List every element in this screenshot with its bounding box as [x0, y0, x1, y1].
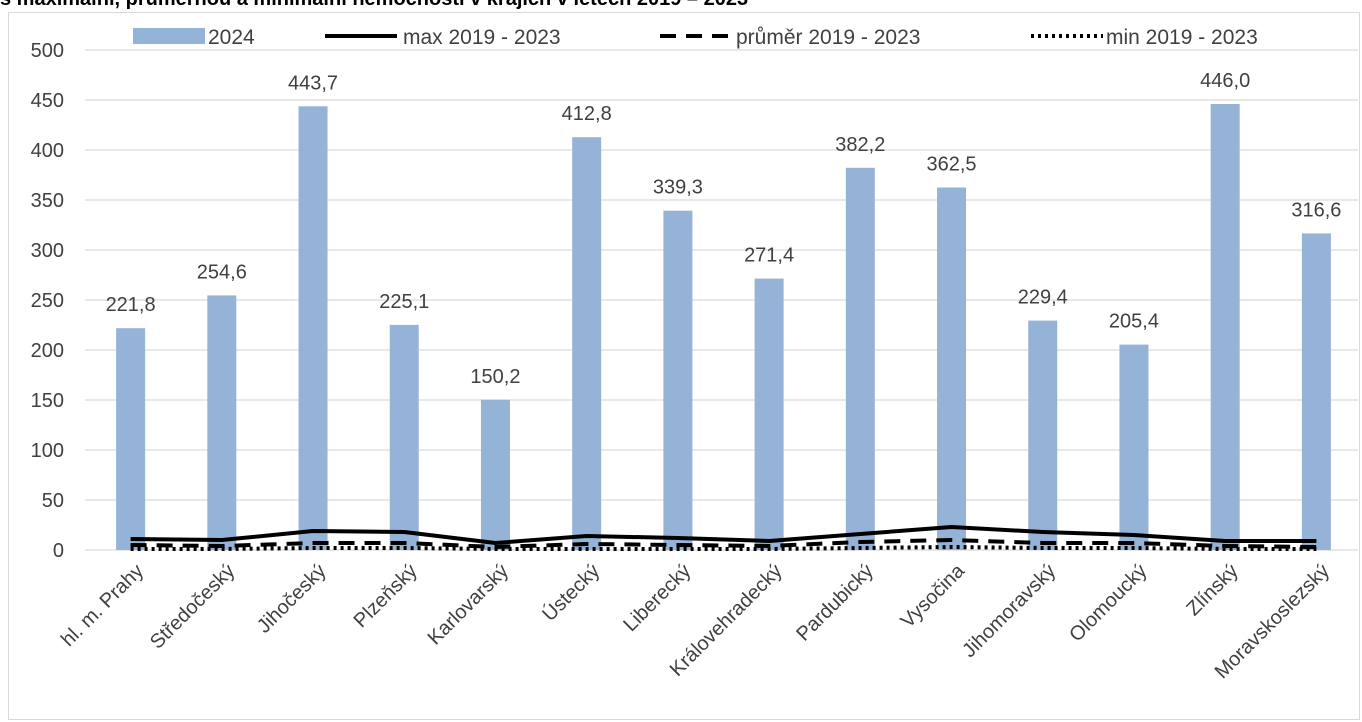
series-line-dotted: [130, 545, 1317, 551]
x-tick-label: Karlovarský: [424, 560, 513, 649]
bar-4: [389, 324, 419, 550]
x-tick-label: Pardubický: [792, 560, 878, 646]
bar-11: [1028, 320, 1058, 550]
series-line-dashed: [130, 538, 1317, 549]
data-label: 443,7: [288, 72, 338, 94]
x-tick-label: Jihomoravský: [958, 560, 1060, 662]
x-tick-label: Zlínský: [1182, 560, 1242, 620]
y-tick-label: 250: [31, 290, 64, 312]
y-tick-label: 150: [31, 390, 64, 412]
legend-label: min 2019 - 2023: [1106, 26, 1258, 49]
data-label: 205,4: [1109, 311, 1159, 333]
y-tick-label: 350: [31, 190, 64, 212]
y-tick-label: 200: [31, 340, 64, 362]
data-label: 339,3: [653, 177, 703, 199]
y-tick-label: 300: [31, 240, 64, 262]
y-tick-label: 500: [31, 40, 64, 62]
data-label: 271,4: [744, 245, 794, 267]
bar-9: [845, 167, 875, 551]
x-tick-label: Liberecký: [619, 560, 695, 636]
data-label: 316,6: [1291, 199, 1341, 221]
chart-title: s maximální, průměrnou a minimální nemoc…: [0, 0, 1362, 12]
data-label: 229,4: [1018, 287, 1068, 309]
x-tick-label: Plzeňský: [350, 560, 422, 632]
data-label: 221,8: [106, 294, 156, 316]
series-line-solid: [130, 525, 1317, 545]
legend-label: 2024: [208, 26, 255, 49]
y-tick-label: 450: [31, 90, 64, 112]
bar-5: [480, 399, 510, 550]
y-tick-label: 50: [42, 490, 64, 512]
x-tick-label: hl. m. Prahy: [57, 560, 148, 651]
legend-label: max 2019 - 2023: [403, 26, 561, 49]
data-label: 362,5: [927, 154, 977, 176]
bar-10: [937, 187, 967, 550]
x-tick-label: Vysočina: [897, 559, 970, 632]
bar-6: [572, 137, 602, 550]
y-tick-label: 0: [53, 540, 64, 562]
x-tick-label: Jihočeský: [253, 560, 331, 638]
bar-2: [207, 295, 237, 550]
bar-3: [298, 106, 328, 551]
data-label: 150,2: [470, 366, 520, 388]
legend-label: průměr 2019 - 2023: [736, 26, 920, 49]
y-tick-label: 100: [31, 440, 64, 462]
x-tick-label: Olomoucký: [1065, 560, 1151, 646]
bar-13: [1210, 104, 1240, 550]
x-tick-label: Středočeský: [146, 560, 239, 653]
bar-8: [754, 278, 784, 550]
bar-14: [1301, 233, 1331, 550]
data-label: 254,6: [197, 261, 247, 283]
bar-12: [1119, 344, 1149, 550]
data-label: 412,8: [562, 103, 612, 125]
x-tick-label: Ústecký: [538, 559, 605, 626]
data-label: 382,2: [835, 134, 885, 156]
bar-1: [116, 328, 146, 550]
legend-swatch-bar: [133, 28, 205, 44]
data-label: 225,1: [379, 291, 429, 313]
bar-7: [663, 210, 693, 550]
data-label: 446,0: [1200, 70, 1250, 92]
y-tick-label: 400: [31, 140, 64, 162]
chart-frame: [8, 12, 1360, 720]
